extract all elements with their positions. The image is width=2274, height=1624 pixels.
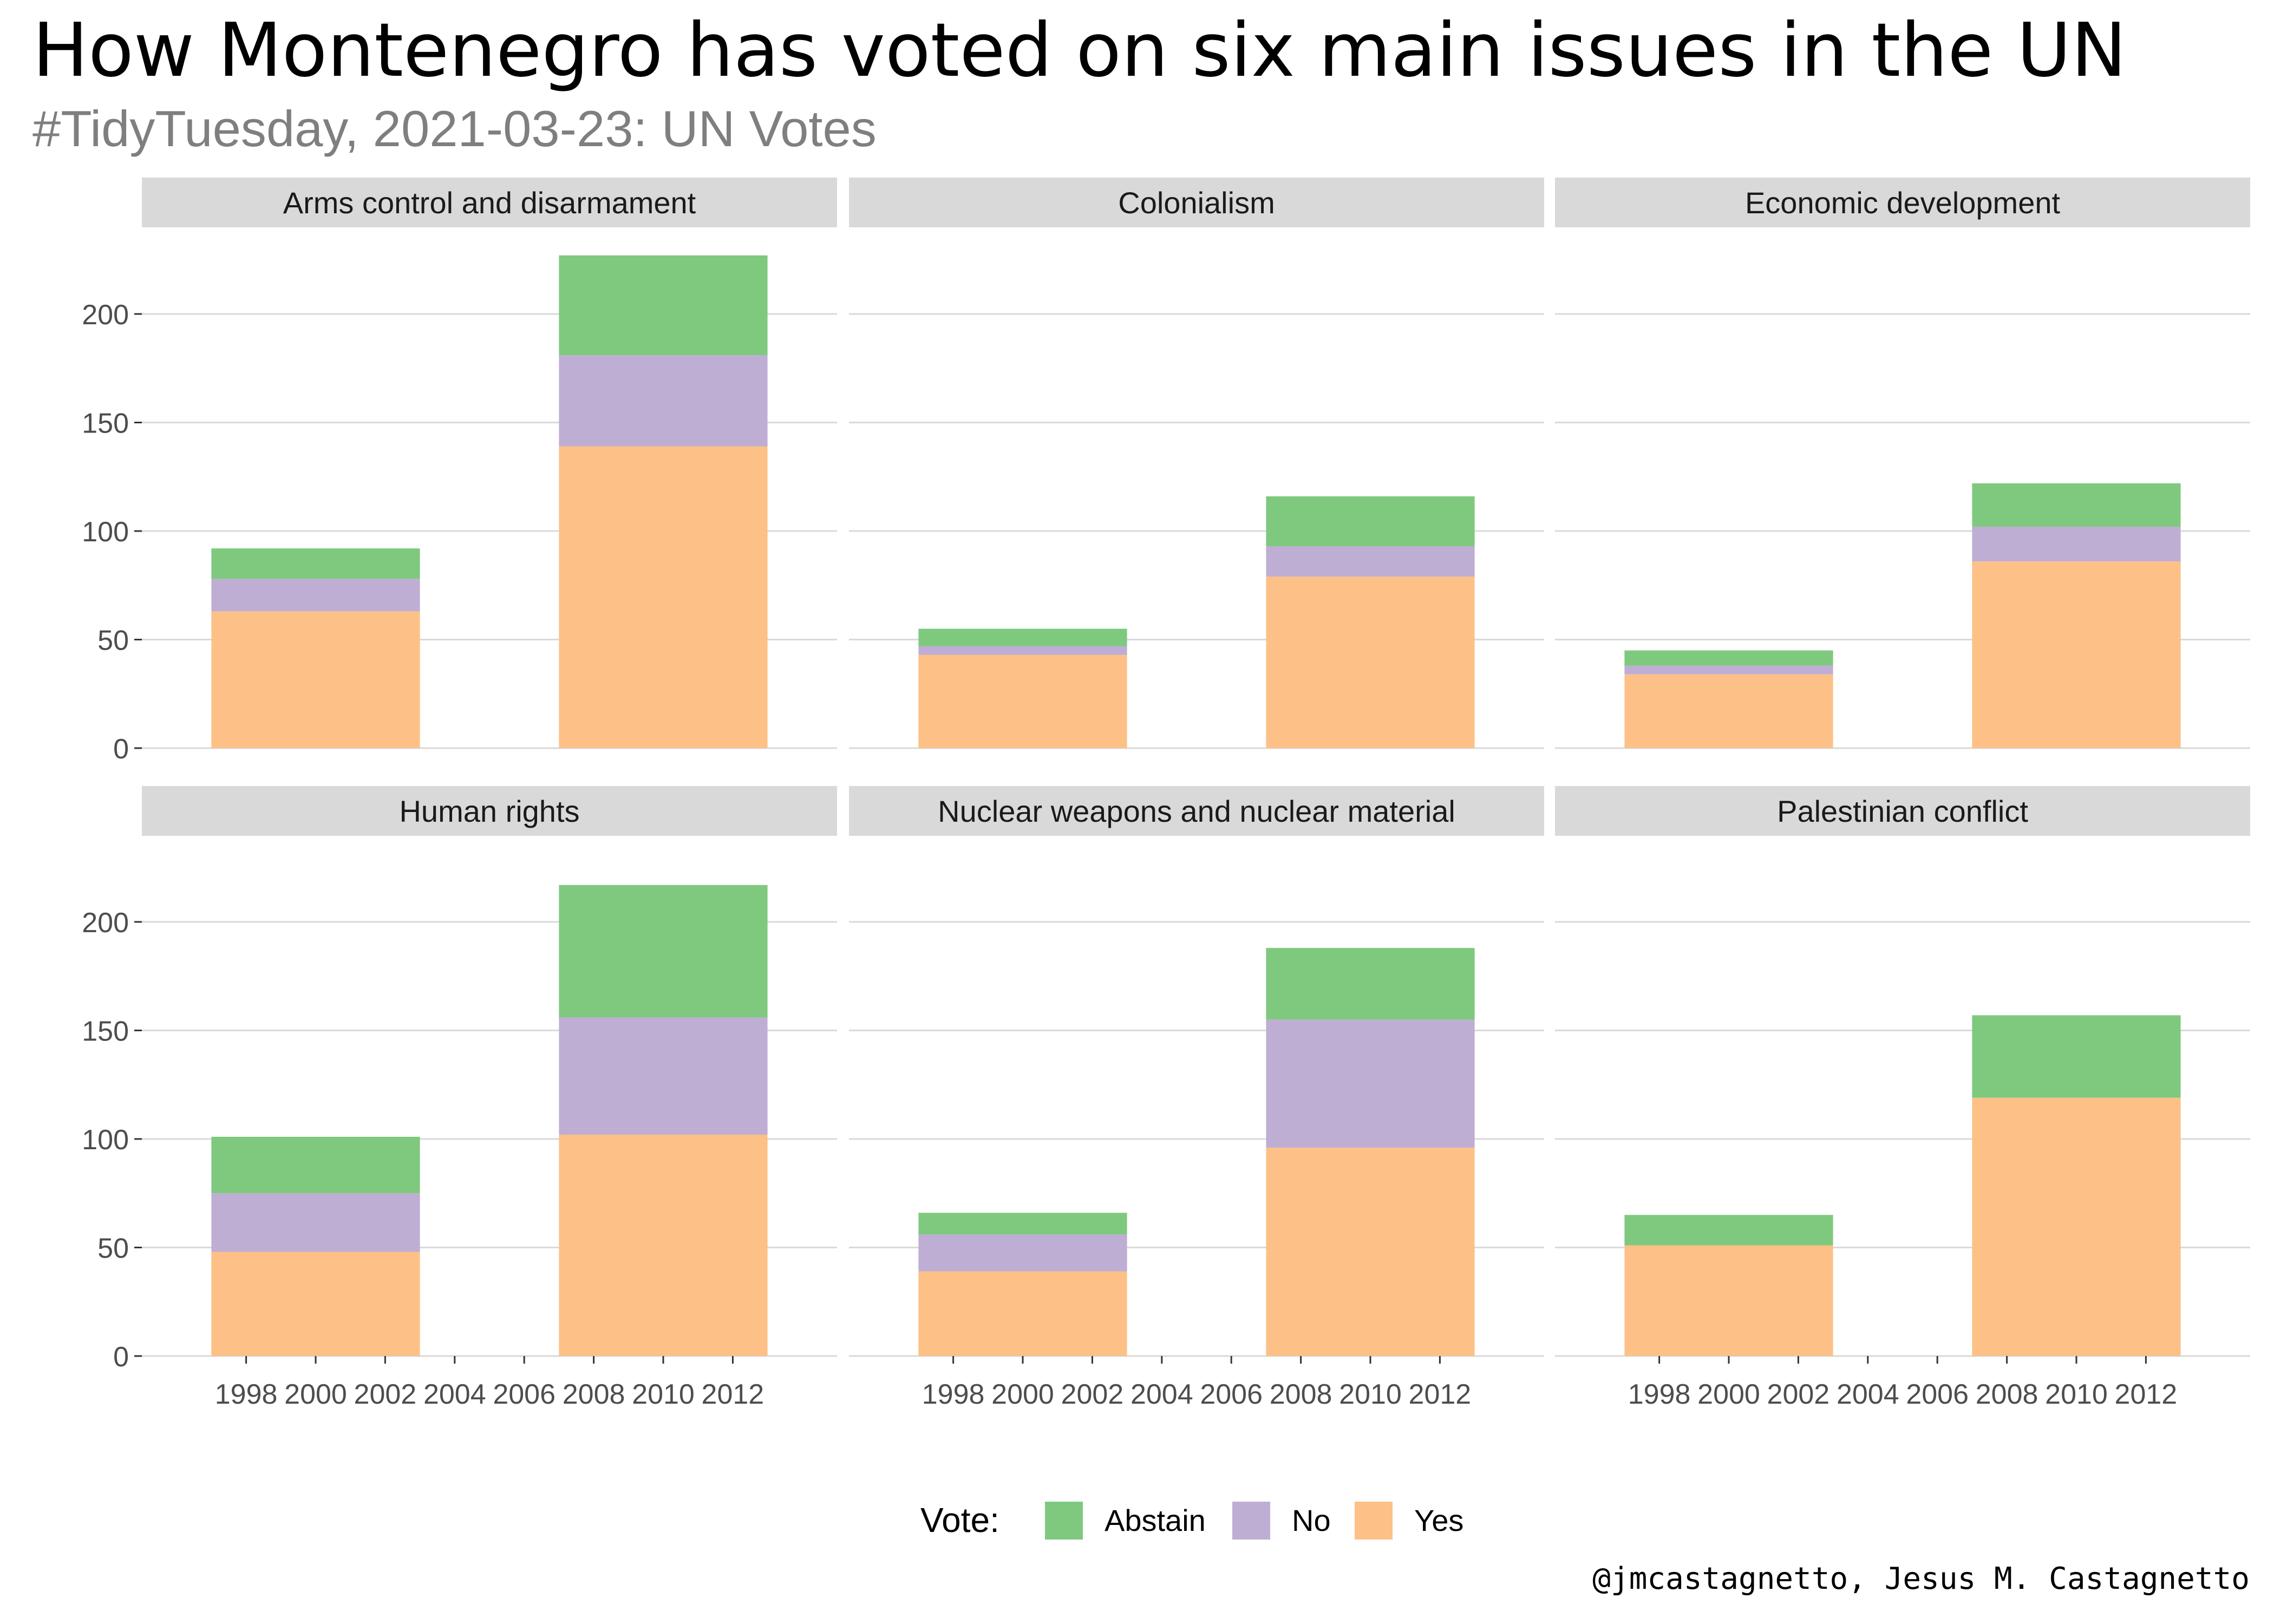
bar-abstain-2000	[1624, 1215, 1833, 1246]
panel-nuclear-weapons-and-nuclear-material: Nuclear weapons and nuclear material 1998…	[849, 786, 1544, 1410]
bar-yes-2010	[1266, 577, 1475, 748]
bar-abstain-2000	[918, 1213, 1127, 1235]
bar-yes-2000	[211, 611, 420, 748]
bar-no-2010	[1266, 1019, 1475, 1148]
bar-abstain-2010	[1266, 948, 1475, 1020]
chart-subtitle: #TidyTuesday, 2021-03-23: UN Votes	[32, 100, 877, 157]
y-tick-label: 0	[113, 1341, 129, 1373]
bar-yes-2010	[559, 1134, 768, 1356]
bar-abstain-2010	[1972, 483, 2181, 527]
legend-key-yes	[1355, 1502, 1393, 1540]
bar-no-2000	[1624, 665, 1833, 675]
facet-strip-label: Nuclear weapons and nuclear material	[938, 794, 1455, 828]
legend-title: Vote:	[920, 1501, 999, 1540]
x-tick-label: 1998	[1628, 1379, 1691, 1410]
x-tick-label: 2004	[423, 1379, 486, 1410]
bar-no-2000	[211, 1193, 420, 1252]
x-tick-label: 1998	[215, 1379, 278, 1410]
facet-strip	[849, 178, 1544, 227]
bar-yes-2000	[211, 1252, 420, 1356]
y-tick-label: 200	[82, 907, 129, 939]
x-tick-label: 2012	[2115, 1379, 2178, 1410]
panel-palestinian-conflict: Palestinian conflict 1998 2000 2002 2004 2006…	[1555, 786, 2250, 1410]
bar-yes-2000	[918, 654, 1127, 748]
bar-yes-2010	[1266, 1148, 1475, 1356]
bar-no-2000	[211, 579, 420, 612]
facet-strip-label: Economic development	[1745, 186, 2061, 220]
panel-colonialism: Colonialism	[849, 178, 1544, 749]
legend-label-no: No	[1292, 1503, 1331, 1537]
facet-strip	[1555, 786, 2250, 836]
facet-strip	[142, 786, 837, 836]
y-tick-label: 100	[82, 516, 129, 548]
bar-no-2000	[918, 1234, 1127, 1272]
bar-abstain-2000	[211, 1136, 420, 1194]
facet-strip	[1555, 178, 2250, 227]
x-tick-label: 2008	[1976, 1379, 2038, 1410]
x-tick-label: 2010	[2045, 1379, 2108, 1410]
x-tick-label: 2012	[1409, 1379, 1472, 1410]
facet-strip	[142, 178, 837, 227]
bar-yes-2010	[1972, 1097, 2181, 1356]
y-tick-label: 0	[113, 734, 129, 765]
x-tick-label: 2008	[1270, 1379, 1332, 1410]
legend: Vote: Abstain No Yes	[920, 1501, 1463, 1540]
facet-strip-label: Colonialism	[1118, 186, 1275, 220]
x-tick-label: 2000	[1697, 1379, 1760, 1410]
facet-strip-label: Arms control and disarmament	[283, 186, 696, 220]
panel-arms-control-and-disarmament: Arms control and disarmament 0 50 100 150 200	[82, 178, 837, 765]
legend-label-abstain: Abstain	[1105, 1503, 1206, 1537]
facet-strip-label: Palestinian conflict	[1777, 794, 2028, 828]
bar-abstain-2010	[1266, 496, 1475, 547]
x-tick-label: 2002	[354, 1379, 417, 1410]
bar-yes-2010	[1972, 561, 2181, 748]
legend-label-yes: Yes	[1414, 1503, 1463, 1537]
x-tick-label: 2000	[284, 1379, 347, 1410]
bar-no-2010	[559, 355, 768, 447]
bar-abstain-2010	[559, 255, 768, 356]
chart-title: How Montenegro has voted on six main iss…	[32, 8, 2127, 94]
x-tick-label: 2006	[1200, 1379, 1263, 1410]
x-tick-label: 2004	[1131, 1379, 1193, 1410]
bar-yes-2000	[918, 1271, 1127, 1356]
bar-yes-2010	[559, 446, 768, 748]
x-tick-label: 2002	[1767, 1379, 1830, 1410]
legend-key-no	[1232, 1502, 1270, 1540]
bar-abstain-2010	[559, 885, 768, 1018]
x-tick-label: 2010	[1339, 1379, 1402, 1410]
chart-caption: @jmcastagnetto, Jesus M. Castagnetto	[1592, 1561, 2250, 1596]
legend-key-abstain	[1045, 1502, 1083, 1540]
x-tick-label: 2006	[493, 1379, 556, 1410]
bar-no-2010	[1266, 546, 1475, 577]
bar-no-2010	[1972, 526, 2181, 562]
x-tick-label: 2002	[1061, 1379, 1124, 1410]
bar-abstain-2000	[918, 628, 1127, 646]
y-tick-label: 50	[97, 1233, 129, 1265]
facet-strip	[849, 786, 1544, 836]
bar-yes-2000	[1624, 1245, 1833, 1356]
bar-no-2010	[559, 1017, 768, 1135]
bar-no-2000	[918, 646, 1127, 655]
facet-strip-label: Human rights	[399, 794, 579, 828]
panel-economic-development: Economic development	[1555, 178, 2250, 749]
x-tick-label: 2010	[632, 1379, 695, 1410]
y-tick-label: 150	[82, 408, 129, 440]
x-tick-label: 2006	[1906, 1379, 1969, 1410]
y-tick-label: 100	[82, 1124, 129, 1156]
y-tick-label: 50	[97, 625, 129, 657]
panel-human-rights: Human rights 0 50 100 150 200 1998 2000 2002 2004…	[82, 786, 837, 1410]
x-tick-label: 2012	[702, 1379, 764, 1410]
bar-abstain-2000	[211, 548, 420, 579]
bar-abstain-2010	[1972, 1015, 2181, 1098]
x-tick-label: 2000	[991, 1379, 1054, 1410]
bar-yes-2000	[1624, 674, 1833, 748]
facet-panels: Arms control and disarmament 0 50 100 150 200…	[82, 178, 2250, 1410]
y-tick-label: 200	[82, 299, 129, 331]
x-tick-label: 1998	[922, 1379, 985, 1410]
bar-abstain-2000	[1624, 650, 1833, 666]
y-tick-label: 150	[82, 1016, 129, 1047]
x-tick-label: 2004	[1837, 1379, 1899, 1410]
x-tick-label: 2008	[563, 1379, 625, 1410]
